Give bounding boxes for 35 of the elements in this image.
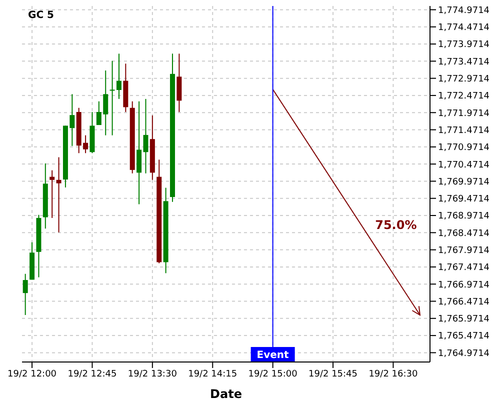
y-tick-label: 1,766.4714 [438, 297, 490, 308]
x-tick-label: 19/2 12:45 [68, 369, 117, 380]
y-tick-label: 1,769.9714 [438, 177, 490, 188]
y-tick-label: 1,774.4714 [438, 23, 490, 34]
y-tick-label: 1,770.9714 [438, 143, 490, 154]
y-tick-label: 1,766.9714 [438, 280, 490, 290]
x-tick-label: 19/2 13:30 [128, 369, 178, 380]
y-tick-label: 1,773.4714 [438, 57, 490, 68]
y-tick-label: 1,764.9714 [438, 348, 490, 359]
y-tick-label: 1,768.4714 [438, 228, 490, 239]
y-tick-label: 1,774.9714 [438, 6, 490, 16]
x-tick-label: 19/2 14:15 [188, 369, 238, 380]
y-tick-label: 1,772.4714 [438, 92, 490, 102]
candlestick [56, 156, 62, 233]
y-tick-label: 1,770.4714 [438, 160, 490, 170]
y-tick-label: 1,765.9714 [438, 314, 490, 325]
x-tick-label: 19/2 12:00 [8, 369, 57, 380]
y-tick-label: 1,767.4714 [438, 263, 490, 274]
y-tick-label: 1,769.4714 [438, 194, 490, 205]
annotation: 75.0% [375, 218, 417, 232]
x-tick-label: 19/2 15:00 [248, 369, 298, 380]
y-tick-label: 1,767.9714 [438, 246, 490, 256]
y-tick-label: 1,768.9714 [438, 212, 490, 222]
chart-title: GC 5 [28, 10, 54, 21]
x-tick-label: 19/2 16:30 [368, 369, 418, 380]
candlestick [22, 273, 28, 316]
ref-line-label: Event [256, 350, 290, 361]
x-axis-title: Date [210, 387, 242, 400]
y-tick-label: 1,772.9714 [438, 74, 490, 85]
y-tick-label: 1,765.4714 [438, 332, 490, 342]
candlestick [50, 170, 55, 218]
y-tick-label: 1,771.9714 [438, 108, 490, 119]
y-tick-label: 1,773.9714 [438, 40, 490, 50]
y-tick-label: 1,771.4714 [438, 126, 490, 136]
x-tick-label: 19/2 15:45 [308, 369, 358, 380]
